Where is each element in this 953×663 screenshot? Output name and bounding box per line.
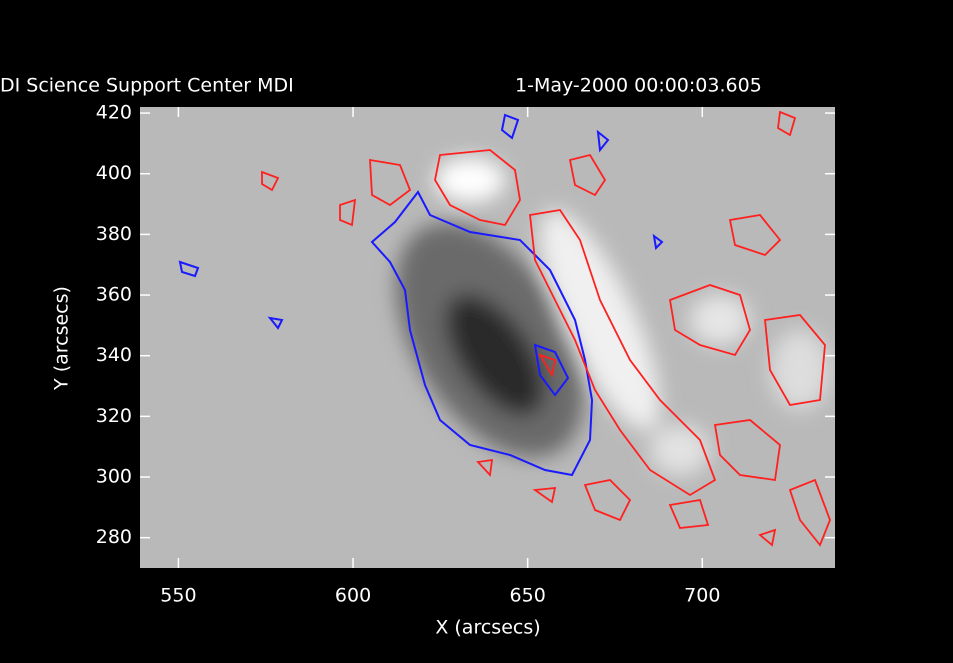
y-tick-label: 340	[96, 344, 132, 366]
y-axis-label: Y (arcsecs)	[51, 286, 73, 391]
y-tick-label: 320	[96, 405, 132, 427]
x-axis-label: X (arcsecs)	[435, 617, 540, 639]
chart-subtitle: 1-May-2000 00:00:03.605	[515, 75, 762, 97]
y-tick-label: 400	[96, 162, 132, 184]
chart-title: DI Science Support Center MDI	[0, 75, 294, 97]
x-tick-label: 700	[684, 585, 720, 607]
x-tick-label: 650	[510, 585, 546, 607]
y-tick-label: 280	[96, 526, 132, 548]
page: {"chart_data": {"type": "magnetogram", "…	[0, 0, 953, 663]
y-tick-label: 380	[96, 223, 132, 245]
magnetogram-image	[140, 107, 835, 568]
y-tick-label: 360	[96, 284, 132, 306]
y-tick-label: 420	[96, 102, 132, 124]
chart: DI Science Support Center MDI 1-May-2000…	[0, 0, 953, 663]
x-tick-label: 550	[160, 585, 196, 607]
y-tick-label: 300	[96, 466, 132, 488]
x-tick-label: 600	[335, 585, 371, 607]
